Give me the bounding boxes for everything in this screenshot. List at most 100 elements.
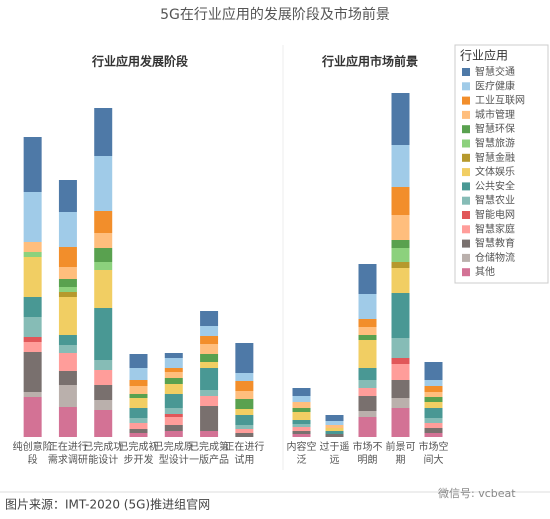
bar-segment xyxy=(23,317,42,337)
bar-segment xyxy=(94,233,113,248)
legend-swatch xyxy=(462,211,470,219)
bar-segment xyxy=(358,294,377,319)
source: 图片来源：IMT-2020 (5G)推进组官网 xyxy=(5,497,210,512)
x-tick-line: 已完成初 xyxy=(119,440,159,453)
legend-label: 智慧环保 xyxy=(475,122,515,135)
bar-segment xyxy=(129,386,148,394)
legend-label: 智慧旅游 xyxy=(475,137,515,150)
bar-segment xyxy=(129,423,148,429)
x-tick-line: 需求调研 xyxy=(48,454,88,466)
chart-title: 行业应用市场前景 xyxy=(321,54,418,69)
bar-segment xyxy=(23,352,42,392)
bar-segment xyxy=(94,385,113,400)
bar-segment xyxy=(235,381,254,391)
bar-segment xyxy=(200,431,219,437)
legend-label: 智慧农业 xyxy=(475,194,515,207)
legend-swatch xyxy=(462,225,470,234)
bar-segment xyxy=(325,425,344,428)
legend-swatch xyxy=(462,239,470,248)
legend-box xyxy=(454,44,549,284)
legend-swatch xyxy=(462,168,470,177)
bar-segment xyxy=(200,406,219,431)
bar-segment xyxy=(391,248,410,262)
bar-segment xyxy=(94,156,113,211)
bar-segment xyxy=(129,368,148,380)
bar-segment xyxy=(292,408,311,412)
bar-segment xyxy=(94,108,113,156)
watermark: 微信号: vcbeat xyxy=(438,486,516,500)
page-title: 5G在行业应用的发展阶段及市场前景 xyxy=(160,6,390,23)
bar-segment xyxy=(58,335,77,345)
bar-segment xyxy=(391,338,410,358)
bar-segment xyxy=(200,390,219,396)
bar-segment xyxy=(235,429,254,433)
bar-segment xyxy=(94,400,113,410)
bar-segment xyxy=(292,434,311,437)
legend-swatch xyxy=(462,125,470,134)
legend-label: 其他 xyxy=(475,265,495,278)
legend-swatch xyxy=(462,153,470,162)
bar-segment xyxy=(23,242,42,252)
bar-segment xyxy=(164,417,183,425)
bar-segment xyxy=(129,380,148,386)
x-tick-label: 已完成第一版产品 xyxy=(189,440,229,466)
bar-segment xyxy=(164,414,183,417)
x-tick-label: 已完成功能设计 xyxy=(83,440,123,466)
legend-swatch xyxy=(462,82,470,91)
bar-segment xyxy=(129,398,148,408)
bar-segment xyxy=(391,380,410,398)
x-tick-line: 市场不 xyxy=(353,440,383,453)
legend-label: 工业互联网 xyxy=(475,95,525,107)
bar-segment xyxy=(94,360,113,370)
bar-segment xyxy=(358,417,377,437)
bar-segment xyxy=(391,187,410,215)
x-tick-label: 纯创意阶段 xyxy=(13,440,53,466)
x-tick-label: 内容空泛 xyxy=(287,440,317,466)
bar-segment xyxy=(391,293,410,338)
bar-segment xyxy=(235,425,254,429)
bar-segment xyxy=(129,408,148,418)
bar-segment xyxy=(358,388,377,396)
x-tick-line: 正在进行 xyxy=(48,440,88,453)
x-tick-line: 已完成功 xyxy=(83,440,123,453)
legend-swatch xyxy=(462,253,470,262)
bar-segment xyxy=(23,337,42,342)
bar-segment xyxy=(424,423,443,428)
x-tick-line: 段 xyxy=(28,453,38,466)
bar-segment xyxy=(200,344,219,354)
bar-segment xyxy=(235,415,254,425)
bar-segment xyxy=(358,368,377,380)
bar-segment xyxy=(424,428,443,433)
legend-label: 智慧家庭 xyxy=(475,222,515,235)
bar-segment xyxy=(235,343,254,373)
bar-segment xyxy=(58,371,77,385)
bar-segment xyxy=(424,418,443,423)
bar-segment xyxy=(58,247,77,267)
bar-segment xyxy=(200,354,219,362)
legend-title: 行业应用 xyxy=(460,48,508,63)
bar-segment xyxy=(391,93,410,145)
bar-segment xyxy=(424,392,443,397)
legend-label: 智能电网 xyxy=(475,208,515,221)
bar-segment xyxy=(358,327,377,335)
chart-title: 行业应用发展阶段 xyxy=(91,54,189,69)
bar-segment xyxy=(424,433,443,437)
bar-segment xyxy=(94,370,113,385)
bar-segment xyxy=(164,408,183,414)
bar-segment xyxy=(424,386,443,392)
bar-segment xyxy=(391,408,410,437)
bar-segment xyxy=(292,420,311,424)
bar-segment xyxy=(164,394,183,408)
x-tick-label: 市场空间大 xyxy=(419,440,449,466)
x-tick-line: 过于遥 xyxy=(320,440,350,453)
bar-segment xyxy=(58,385,77,407)
bar-segment xyxy=(23,392,42,397)
bar-segment xyxy=(358,264,377,294)
x-tick-line: 步开发 xyxy=(124,453,154,466)
bar-segment xyxy=(23,342,42,352)
x-tick-line: 内容空 xyxy=(287,440,317,453)
x-tick-line: 已完成原 xyxy=(154,440,194,453)
bar-segment xyxy=(23,297,42,317)
bar-segment xyxy=(200,336,219,344)
bar-segment xyxy=(292,396,311,402)
